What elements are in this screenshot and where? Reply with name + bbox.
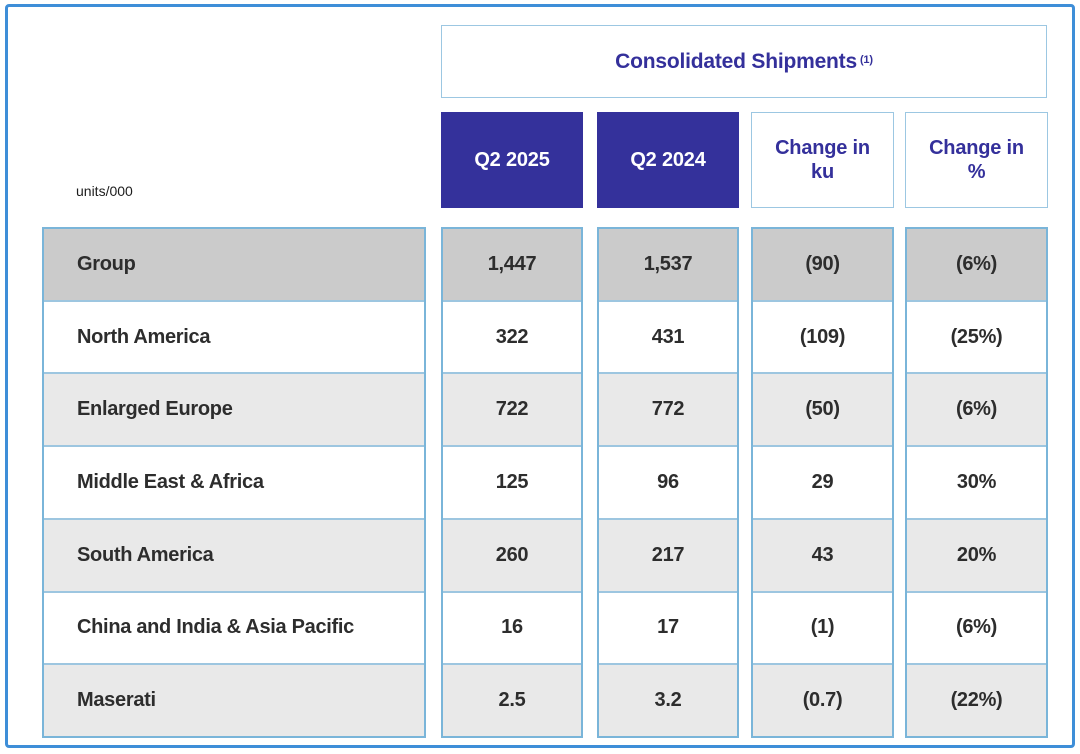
table-cell: (25%) — [907, 299, 1046, 373]
table-cell: 722 — [443, 372, 581, 446]
table-cell: (90) — [753, 229, 892, 300]
row-label-maserati: Maserati — [44, 663, 424, 737]
table-cell: 17 — [599, 590, 737, 664]
row-label-north-america: North America — [44, 299, 424, 373]
footnote-marker: (1) — [859, 53, 873, 66]
table-cell: 1,537 — [599, 229, 737, 300]
table-cell: (109) — [753, 299, 892, 373]
table-cell: 20% — [907, 517, 1046, 591]
table-cell: (6%) — [907, 590, 1046, 664]
row-label-group: Group — [44, 229, 424, 300]
column-header-q2-2024: Q2 2024 — [597, 112, 739, 208]
column-header-change-pct: Change in % — [905, 112, 1048, 208]
table-cell: (6%) — [907, 229, 1046, 300]
table-cell: (1) — [753, 590, 892, 664]
table-cell: (0.7) — [753, 663, 892, 737]
table-cell: 217 — [599, 517, 737, 591]
table-cell: 322 — [443, 299, 581, 373]
q2-2024-column: 1,537 431 772 96 217 17 3.2 — [597, 227, 739, 738]
table-cell: (22%) — [907, 663, 1046, 737]
units-label: units/000 — [76, 183, 133, 199]
change-in-ku-column: (90) (109) (50) 29 43 (1) (0.7) — [751, 227, 894, 738]
table-cell: 772 — [599, 372, 737, 446]
table-cell: 3.2 — [599, 663, 737, 737]
row-label-south-america: South America — [44, 517, 424, 591]
column-header-q2-2025: Q2 2025 — [441, 112, 583, 208]
table-cell: (50) — [753, 372, 892, 446]
table-title-text: Consolidated Shipments — [615, 49, 857, 73]
table-cell: 16 — [443, 590, 581, 664]
table-cell: 2.5 — [443, 663, 581, 737]
table-cell: 260 — [443, 517, 581, 591]
row-label-china-india-asia-pacific: China and India & Asia Pacific — [44, 590, 424, 664]
table-title: Consolidated Shipments (1) — [441, 25, 1047, 98]
table-cell: 1,447 — [443, 229, 581, 300]
table-cell: 431 — [599, 299, 737, 373]
table-cell: 96 — [599, 445, 737, 518]
row-label-enlarged-europe: Enlarged Europe — [44, 372, 424, 446]
table-cell: (6%) — [907, 372, 1046, 446]
table-cell: 29 — [753, 445, 892, 518]
column-header-change-ku: Change in ku — [751, 112, 894, 208]
region-label-column: Group North America Enlarged Europe Midd… — [42, 227, 426, 738]
row-label-middle-east-africa: Middle East & Africa — [44, 445, 424, 518]
change-in-pct-column: (6%) (25%) (6%) 30% 20% (6%) (22%) — [905, 227, 1048, 738]
table-cell: 30% — [907, 445, 1046, 518]
table-cell: 125 — [443, 445, 581, 518]
q2-2025-column: 1,447 322 722 125 260 16 2.5 — [441, 227, 583, 738]
table-cell: 43 — [753, 517, 892, 591]
